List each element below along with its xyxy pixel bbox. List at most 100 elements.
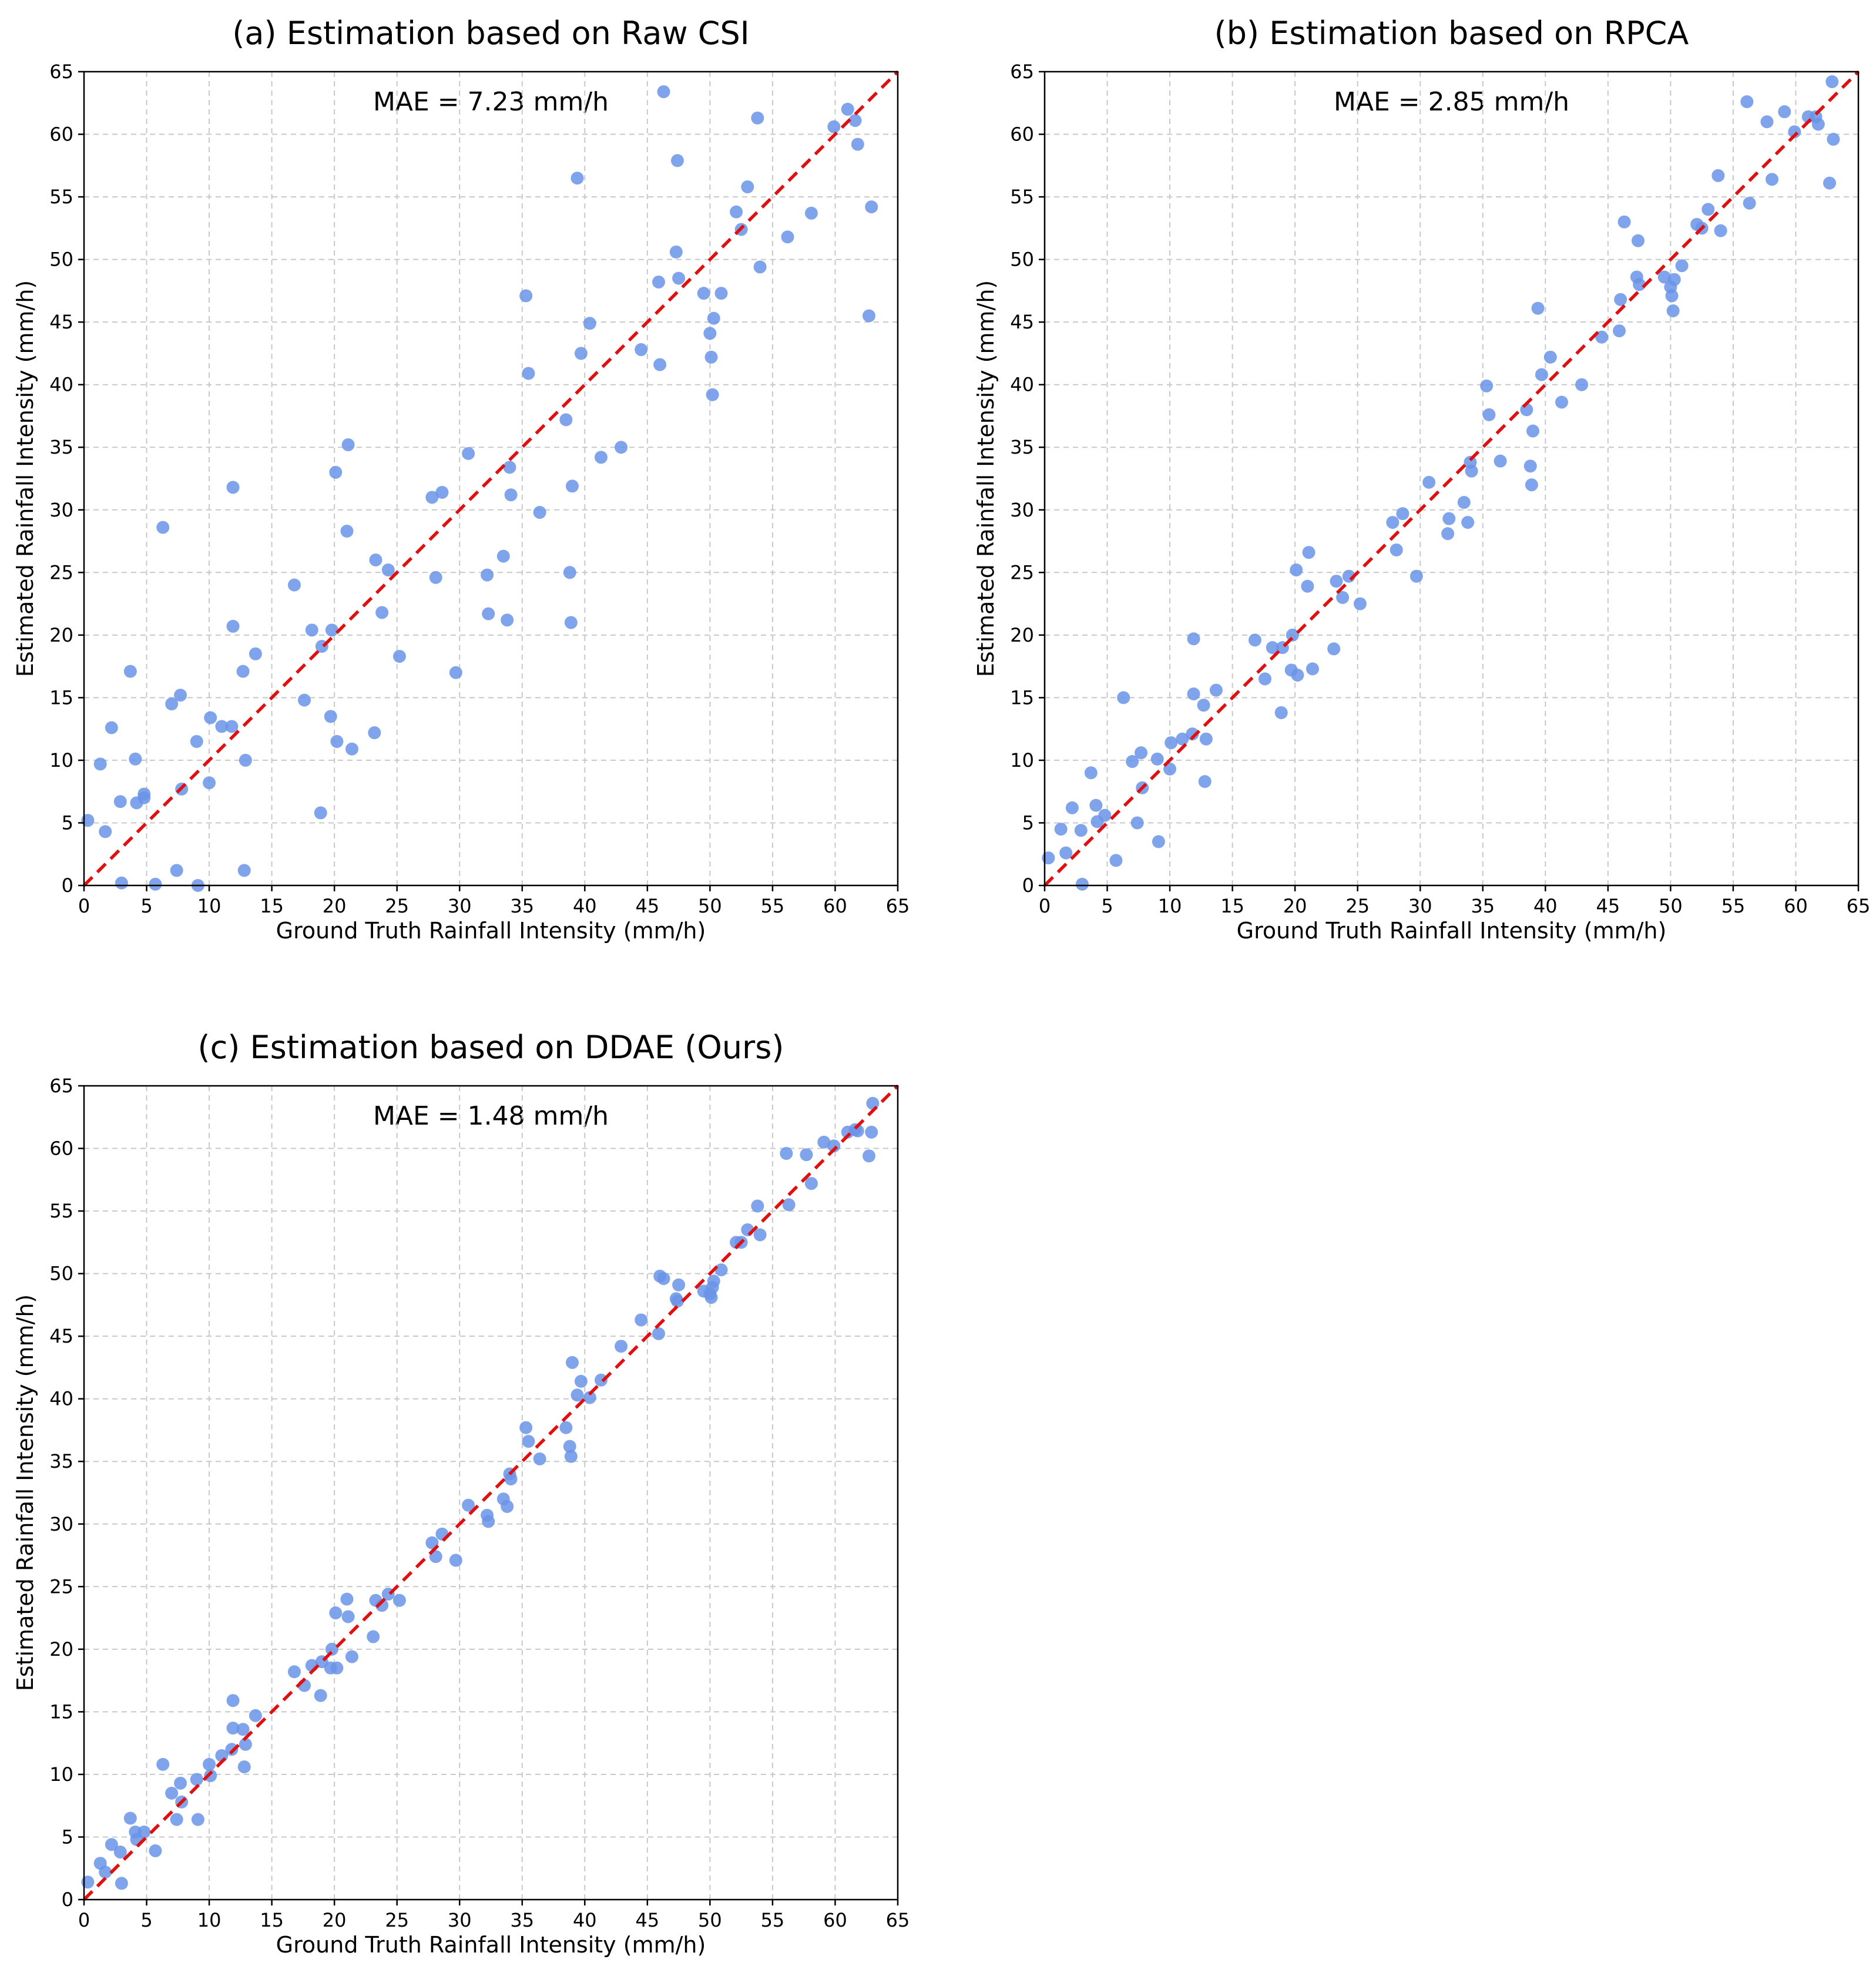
data-point <box>482 607 495 620</box>
data-point <box>1163 762 1177 776</box>
data-point <box>236 665 250 678</box>
x-tick-label: 55 <box>761 1909 785 1931</box>
data-point <box>564 1450 578 1463</box>
data-point <box>137 1825 151 1838</box>
data-point <box>115 876 128 890</box>
data-point <box>751 111 764 125</box>
data-point <box>1543 350 1557 364</box>
x-tick-label: 15 <box>1220 895 1244 917</box>
axes: 0 5 10 15 20 25 30 35 40 45 50 55 60 65 0 5 10 15 20 25 30 35… <box>1010 61 1870 917</box>
data-point <box>714 1263 728 1277</box>
data-point <box>865 200 878 214</box>
data-point <box>1575 378 1589 391</box>
x-tick-label: 50 <box>1659 895 1683 917</box>
data-point <box>653 358 667 371</box>
data-point <box>672 271 686 285</box>
y-tick-label: 25 <box>49 1575 73 1598</box>
y-tick-label: 20 <box>1010 624 1034 646</box>
data-point <box>1266 641 1279 655</box>
data-point <box>369 553 382 566</box>
data-point <box>1306 662 1319 676</box>
data-point <box>174 1776 187 1790</box>
x-tick-label: 0 <box>78 895 90 917</box>
data-point <box>827 120 841 133</box>
y-axis-label: Estimated Rainfall Intensity (mm/h) <box>12 1294 38 1691</box>
data-point <box>804 1177 818 1190</box>
data-point <box>170 864 183 877</box>
x-tick-label: 0 <box>78 1909 90 1931</box>
y-tick-label: 55 <box>49 1200 73 1222</box>
x-tick-label: 40 <box>573 895 597 917</box>
data-point <box>672 1278 686 1291</box>
data-point <box>340 1592 354 1606</box>
data-point <box>652 275 666 288</box>
data-point <box>501 613 514 627</box>
data-point <box>1198 775 1211 789</box>
data-point <box>392 1593 406 1607</box>
data-point <box>501 1499 514 1513</box>
reference-line <box>1043 71 1860 887</box>
data-point <box>782 1198 796 1212</box>
data-point <box>751 1199 764 1213</box>
data-point <box>1825 75 1839 89</box>
x-tick-label: 35 <box>1471 895 1495 917</box>
y-tick-label: 25 <box>1010 561 1034 583</box>
data-point <box>1811 118 1825 131</box>
data-point <box>1823 176 1836 190</box>
data-point <box>669 245 683 259</box>
data-point <box>670 1294 684 1308</box>
y-tick-label: 55 <box>1010 186 1034 208</box>
y-tick-label: 5 <box>1022 811 1034 834</box>
data-point <box>1740 95 1754 109</box>
data-point <box>1186 727 1199 741</box>
data-point <box>99 825 112 838</box>
data-point <box>1209 683 1223 697</box>
data-point <box>156 1757 170 1771</box>
data-point <box>1197 699 1210 712</box>
y-tick-label: 30 <box>49 499 73 521</box>
data-point <box>1286 628 1299 642</box>
data-point <box>345 742 358 756</box>
data-point <box>1396 507 1409 521</box>
data-point <box>1525 478 1538 492</box>
data-point <box>583 317 596 330</box>
data-point <box>1657 270 1671 284</box>
x-tick-label: 45 <box>635 1909 659 1931</box>
x-tick-label: 20 <box>1283 895 1307 917</box>
data-point <box>1595 330 1609 344</box>
data-point <box>1059 846 1073 860</box>
data-point <box>330 1661 344 1675</box>
y-tick-label: 30 <box>49 1513 73 1535</box>
x-tick-label: 30 <box>448 895 472 917</box>
data-point <box>287 578 301 592</box>
y-tick-label: 15 <box>49 686 73 709</box>
data-point <box>522 367 535 380</box>
data-point <box>1152 835 1165 848</box>
y-tick-label: 55 <box>49 186 73 208</box>
data-point <box>236 1723 250 1736</box>
plot-frame <box>1043 71 1860 887</box>
data-point <box>1042 851 1055 865</box>
data-point <box>533 506 546 519</box>
data-point <box>714 287 728 300</box>
data-point <box>1461 516 1475 529</box>
x-tick-label: 5 <box>140 1909 152 1931</box>
y-tick-label: 60 <box>49 1138 73 1160</box>
data-point <box>657 85 670 99</box>
data-point <box>204 1769 217 1783</box>
x-tick-label: 50 <box>698 1909 722 1931</box>
data-point <box>707 1274 720 1288</box>
data-point <box>1084 766 1098 780</box>
data-point <box>1667 273 1681 286</box>
data-point <box>429 571 442 584</box>
data-point <box>249 1709 262 1722</box>
data-point <box>496 549 510 563</box>
x-tick-label: 5 <box>140 895 152 917</box>
data-point <box>449 666 462 679</box>
data-point <box>615 1340 628 1353</box>
y-tick-label: 0 <box>62 1888 73 1911</box>
data-point <box>298 693 311 707</box>
data-point <box>249 647 262 660</box>
data-point <box>703 327 717 340</box>
y-tick-label: 65 <box>49 61 73 83</box>
